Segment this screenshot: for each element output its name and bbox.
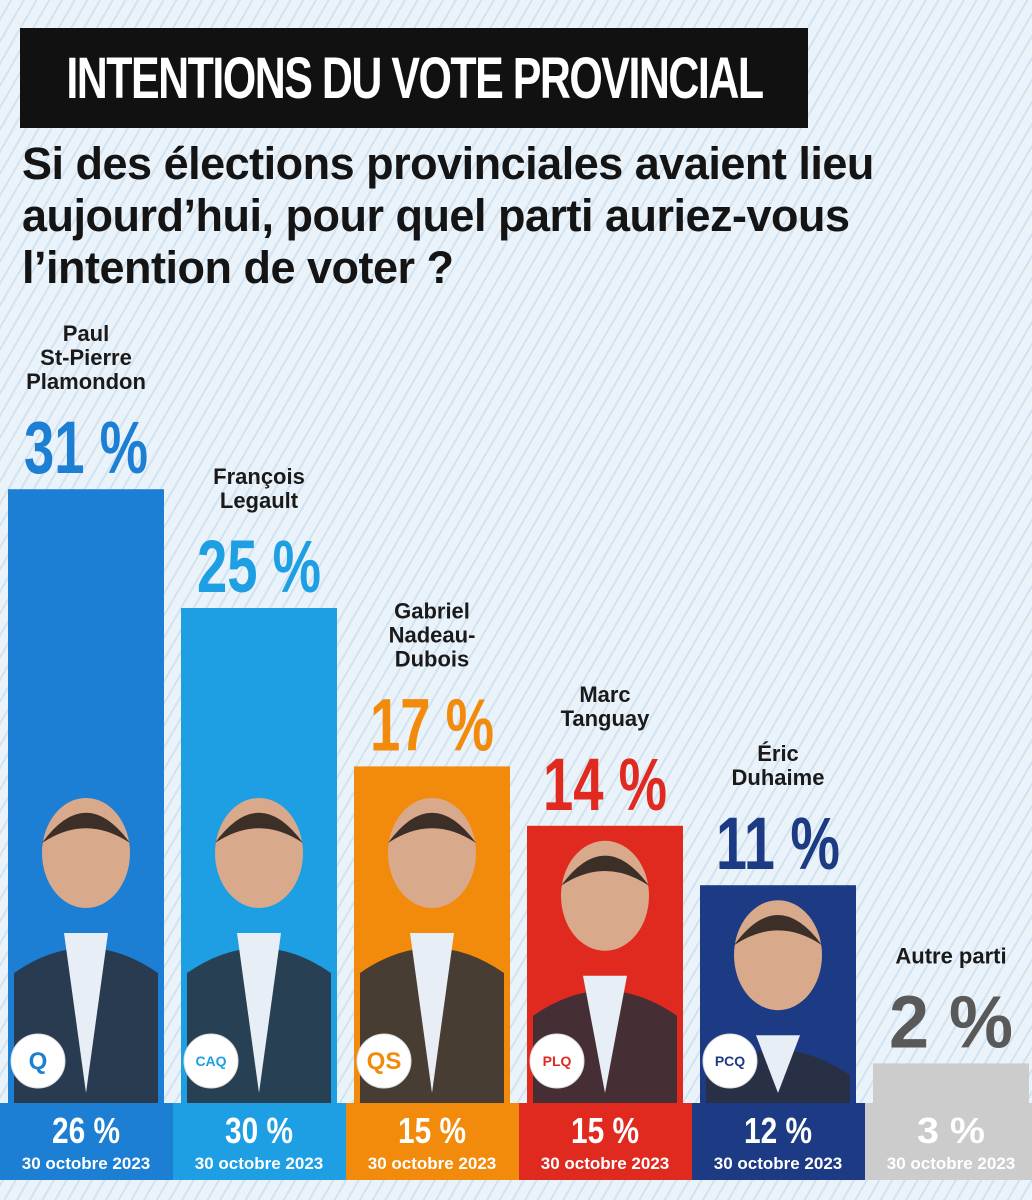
previous-date-label-3: 30 octobre 2023 <box>541 1154 670 1173</box>
category-label-4-1: Duhaime <box>732 765 825 790</box>
party-logo-text-2: QS <box>367 1048 402 1075</box>
category-label-5-0: Autre parti <box>895 943 1006 968</box>
candidate-photo-shirt-2 <box>410 933 454 1093</box>
candidate-photo-hair-1 <box>215 812 303 843</box>
value-label-2: 17 % <box>370 683 494 766</box>
previous-strip-2 <box>346 1103 519 1180</box>
value-label-5: 2 % <box>889 980 1013 1063</box>
category-label-0-2: Plamondon <box>26 369 146 394</box>
previous-value-label-1: 30 % <box>225 1110 293 1151</box>
party-logo-text-1: CAQ <box>195 1053 226 1069</box>
party-logo-text-0: Q <box>29 1048 48 1075</box>
previous-date-label-1: 30 octobre 2023 <box>195 1154 324 1173</box>
category-label-2-0: Gabriel <box>394 598 470 623</box>
candidate-photo-shirt-1 <box>237 933 281 1093</box>
category-label-1-0: François <box>213 464 305 489</box>
category-label-0-1: St-Pierre <box>40 345 132 370</box>
previous-strip-0 <box>0 1103 173 1180</box>
category-label-3-1: Tanguay <box>561 706 651 731</box>
value-label-3: 14 % <box>543 743 667 826</box>
previous-strip-3 <box>519 1103 692 1180</box>
party-logo-3 <box>529 1033 585 1089</box>
previous-date-label-5: 30 octobre 2023 <box>887 1154 1016 1173</box>
previous-strip-5 <box>865 1103 1032 1180</box>
party-logo-4 <box>702 1033 758 1089</box>
value-label-0: 31 % <box>24 406 148 489</box>
category-label-4-0: Éric <box>757 741 799 766</box>
category-label-2-2: Dubois <box>395 646 470 671</box>
party-logo-text-3: PLQ <box>543 1053 572 1069</box>
candidate-photo-hair-3 <box>561 855 649 886</box>
bar-5 <box>873 1063 1029 1103</box>
category-label-0-0: Paul <box>63 321 109 346</box>
party-logo-1 <box>183 1033 239 1089</box>
party-logo-0 <box>10 1033 66 1089</box>
candidate-photo-hair-0 <box>42 812 130 843</box>
previous-strip-1 <box>173 1103 346 1180</box>
previous-value-label-0: 26 % <box>52 1110 120 1151</box>
candidate-photo-shirt-0 <box>64 933 108 1093</box>
previous-value-label-2: 15 % <box>398 1110 466 1151</box>
previous-date-label-0: 30 octobre 2023 <box>22 1154 151 1173</box>
category-label-1-1: Legault <box>220 488 299 513</box>
category-label-2-1: Nadeau- <box>389 622 476 647</box>
previous-value-label-3: 15 % <box>571 1110 639 1151</box>
value-label-1: 25 % <box>197 525 321 608</box>
candidate-photo-hair-4 <box>734 915 822 946</box>
previous-date-label-4: 30 octobre 2023 <box>714 1154 843 1173</box>
chart-question: Si des élections provinciales avaient li… <box>22 138 874 293</box>
chart-title: INTENTIONS DU VOTE PROVINCIAL <box>65 45 764 111</box>
party-logo-text-4: PCQ <box>715 1053 745 1069</box>
candidate-photo-hair-2 <box>388 812 476 843</box>
chart-title-bar: INTENTIONS DU VOTE PROVINCIAL <box>20 28 808 128</box>
previous-value-label-5: 3 % <box>917 1110 985 1151</box>
party-logo-2 <box>356 1033 412 1089</box>
candidate-photo-shirt-3 <box>583 975 627 1093</box>
value-label-4: 11 % <box>716 802 840 885</box>
category-label-3-0: Marc <box>579 682 630 707</box>
previous-strip-4 <box>692 1103 865 1180</box>
previous-value-label-4: 12 % <box>744 1110 812 1151</box>
previous-date-label-2: 30 octobre 2023 <box>368 1154 497 1173</box>
candidate-photo-shirt-4 <box>756 1035 800 1093</box>
